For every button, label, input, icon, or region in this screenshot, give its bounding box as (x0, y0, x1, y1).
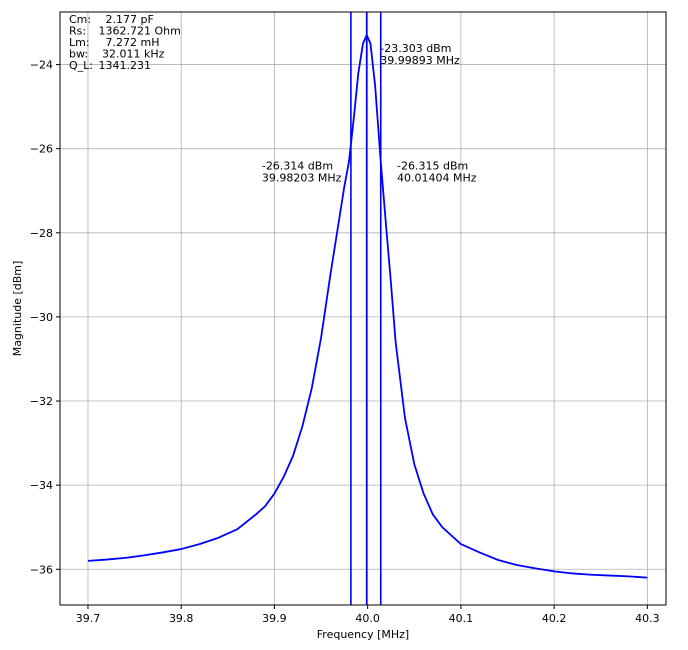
grid (60, 12, 666, 605)
marker-annotation-text: -26.314 dBm (262, 160, 333, 173)
y-tick-label: −36 (30, 563, 53, 576)
param-value: 1341.231 (95, 59, 151, 72)
x-tick-label: 39.9 (262, 612, 287, 625)
marker-lines (350, 12, 382, 605)
x-axis-label: Frequency [MHz] (317, 628, 409, 641)
marker-annotation-text: -26.315 dBm (397, 160, 468, 173)
param-label: Rs: (69, 25, 86, 38)
marker-annotation-text: 39.98203 MHz (262, 172, 342, 185)
marker-annotation-text: -23.303 dBm (380, 42, 451, 55)
param-label: Q_L: (69, 59, 93, 72)
y-tick-label: −24 (30, 59, 53, 72)
param-label: Lm: (69, 36, 90, 49)
param-label: bw: (69, 48, 88, 61)
y-tick-label: −26 (30, 143, 53, 156)
param-label: Cm: (69, 13, 91, 26)
x-tick-label: 39.8 (169, 612, 194, 625)
param-value: 2.177 pF (95, 13, 154, 26)
series-line (87, 34, 648, 579)
y-tick-label: −28 (30, 227, 53, 240)
param-value: 1362.721 Ohm (95, 25, 181, 38)
x-tick-label: 40.2 (542, 612, 567, 625)
x-tick-label: 40.1 (449, 612, 474, 625)
x-tick-label: 39.7 (76, 612, 101, 625)
marker-annotation-text: 40.01404 MHz (397, 172, 477, 185)
param-value: 32.011 kHz (95, 48, 165, 61)
x-tick-label: 40.3 (635, 612, 660, 625)
y-tick-label: −34 (30, 479, 53, 492)
x-tick-label: 40.0 (355, 612, 380, 625)
y-axis-label: Magnitude [dBm] (11, 261, 24, 357)
marker-annotation-text: 39.99893 MHz (380, 54, 460, 67)
y-tick-label: −30 (30, 311, 53, 324)
parameter-box: Cm: 2.177 pF Rs: 1362.721 Ohm Lm: 7.272 mH… (69, 13, 181, 72)
plot-frame (59, 11, 667, 606)
y-tick-label: −32 (30, 395, 53, 408)
axis-ticks: 39.7 39.8 39.9 40.0 40.1 40.2 40.3 −24 −26 −28 −30… (30, 59, 660, 625)
param-value: 7.272 mH (95, 36, 159, 49)
